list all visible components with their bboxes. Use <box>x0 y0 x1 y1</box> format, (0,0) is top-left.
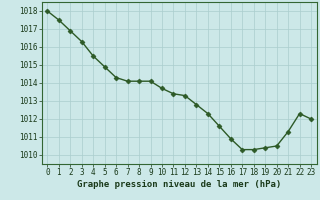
X-axis label: Graphe pression niveau de la mer (hPa): Graphe pression niveau de la mer (hPa) <box>77 180 281 189</box>
